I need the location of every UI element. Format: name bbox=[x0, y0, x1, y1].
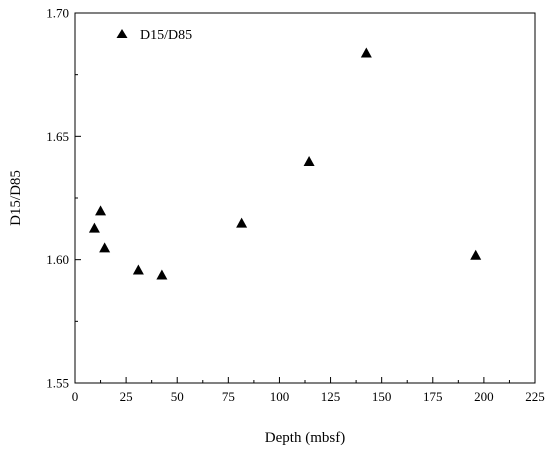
y-axis: 1.55 1.60 1.65 1.70 bbox=[46, 6, 81, 391]
data-point-triangle bbox=[156, 269, 168, 280]
legend: D15/D85 bbox=[116, 28, 192, 43]
x-tick-label: 125 bbox=[321, 389, 341, 404]
data-point-triangle bbox=[470, 249, 482, 260]
data-point-triangle bbox=[88, 222, 100, 233]
data-point-triangle bbox=[95, 205, 107, 216]
x-tick-label: 200 bbox=[474, 389, 494, 404]
y-axis-title: D15/D85 bbox=[8, 170, 24, 226]
data-point-triangle bbox=[236, 217, 248, 228]
y-tick-label: 1.55 bbox=[46, 376, 69, 391]
x-axis: 0 25 50 75 100 125 150 175 200 225 bbox=[72, 377, 545, 404]
data-point-triangle bbox=[360, 47, 372, 58]
x-tick-label: 150 bbox=[372, 389, 392, 404]
x-axis-title: Depth (mbsf) bbox=[265, 430, 345, 446]
data-point-triangle bbox=[132, 264, 144, 275]
x-tick-label: 0 bbox=[72, 389, 79, 404]
legend-marker-triangle bbox=[116, 29, 128, 38]
x-tick-label: 25 bbox=[120, 389, 133, 404]
data-points bbox=[88, 47, 482, 280]
x-tick-label: 50 bbox=[171, 389, 184, 404]
legend-label: D15/D85 bbox=[140, 28, 192, 43]
x-tick-label: 75 bbox=[222, 389, 235, 404]
plot-frame bbox=[74, 12, 536, 384]
x-tick-label: 100 bbox=[270, 389, 290, 404]
x-tick-label: 175 bbox=[423, 389, 443, 404]
data-point-triangle bbox=[303, 156, 315, 166]
y-tick-label: 1.65 bbox=[46, 129, 69, 144]
y-tick-label: 1.70 bbox=[46, 6, 69, 21]
y-tick-label: 1.60 bbox=[46, 252, 69, 267]
x-tick-label: 225 bbox=[525, 389, 545, 404]
data-point-triangle bbox=[99, 242, 111, 253]
